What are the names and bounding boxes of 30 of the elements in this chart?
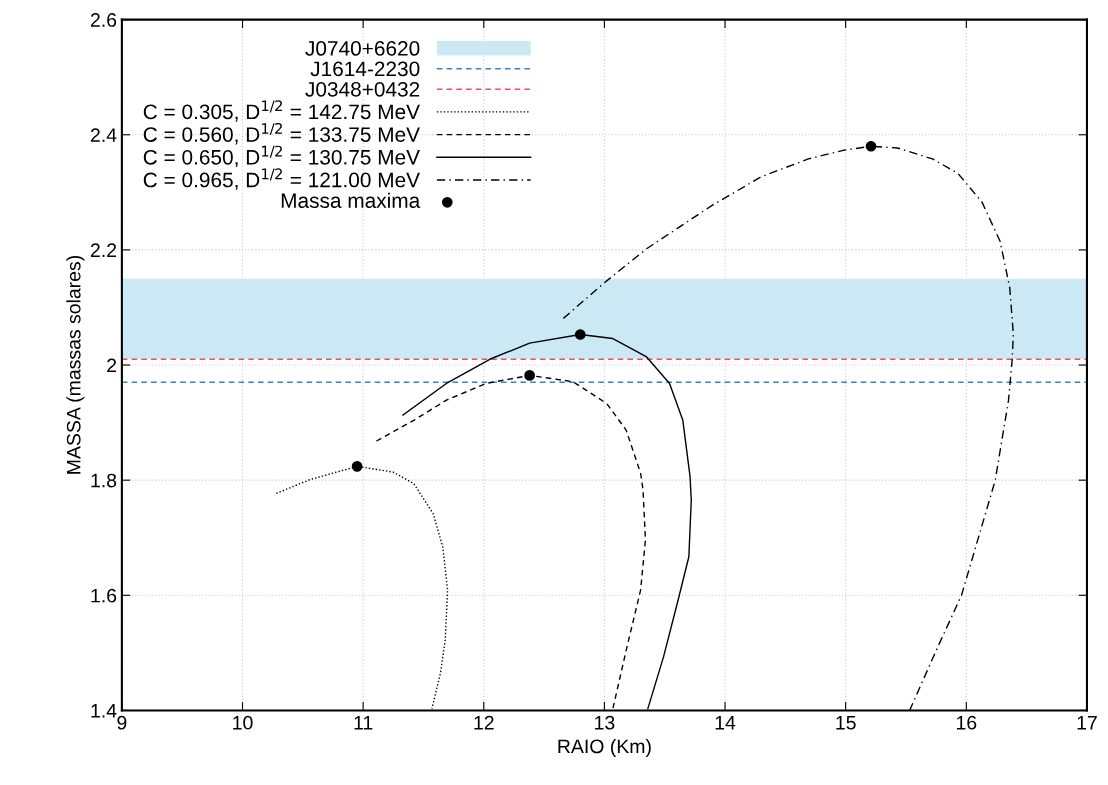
- legend-label: C = 0.560, D$^{1/2}$ = 133.75 MeV: [143, 122, 420, 145]
- legend-label: C = 0.305, D$^{1/2}$ = 142.75 MeV: [143, 100, 420, 122]
- y-tick-label: 2.2: [90, 243, 117, 257]
- y-tick-label: 1.6: [91, 588, 117, 603]
- y-tick-label: 1.4: [91, 704, 117, 718]
- point: [865, 140, 877, 152]
- legend-label: C = 0.965, D$^{1/2}$ = 121.00 MeV: [143, 168, 420, 190]
- point: [524, 370, 535, 381]
- x-tick-label: 16: [956, 715, 977, 730]
- y-tick-label: 2.6: [90, 13, 117, 27]
- x-tick-label: 13: [595, 715, 615, 730]
- legend-label: J0740+6620: [305, 41, 420, 56]
- y-tick-label: 2: [107, 358, 117, 373]
- y-axis-title: MASSA (massas solares): [66, 256, 85, 474]
- legend-label: Massa maxima: [281, 192, 421, 208]
- legend-label: C = 0.650, D$^{1/2}$ = 130.75 MeV: [143, 145, 420, 168]
- x-tick-label: 12: [474, 715, 494, 730]
- y-tick-label: 2.4: [90, 128, 117, 142]
- legend-label: J1614-2230: [310, 61, 420, 77]
- point: [351, 460, 363, 472]
- y-tick-label: 1.8: [91, 473, 117, 488]
- x-tick-label: 17: [1077, 716, 1097, 730]
- point: [574, 329, 586, 340]
- x-tick-label: 15: [836, 716, 856, 730]
- x-tick-label: 9: [117, 715, 127, 730]
- legend-label: J0348+0432: [305, 81, 420, 97]
- x-tick-label: 14: [715, 716, 736, 730]
- x-tick-label: 11: [354, 716, 373, 730]
- x-tick-label: 10: [233, 715, 253, 730]
- x-axis-title: RAIO (Km): [558, 738, 651, 758]
